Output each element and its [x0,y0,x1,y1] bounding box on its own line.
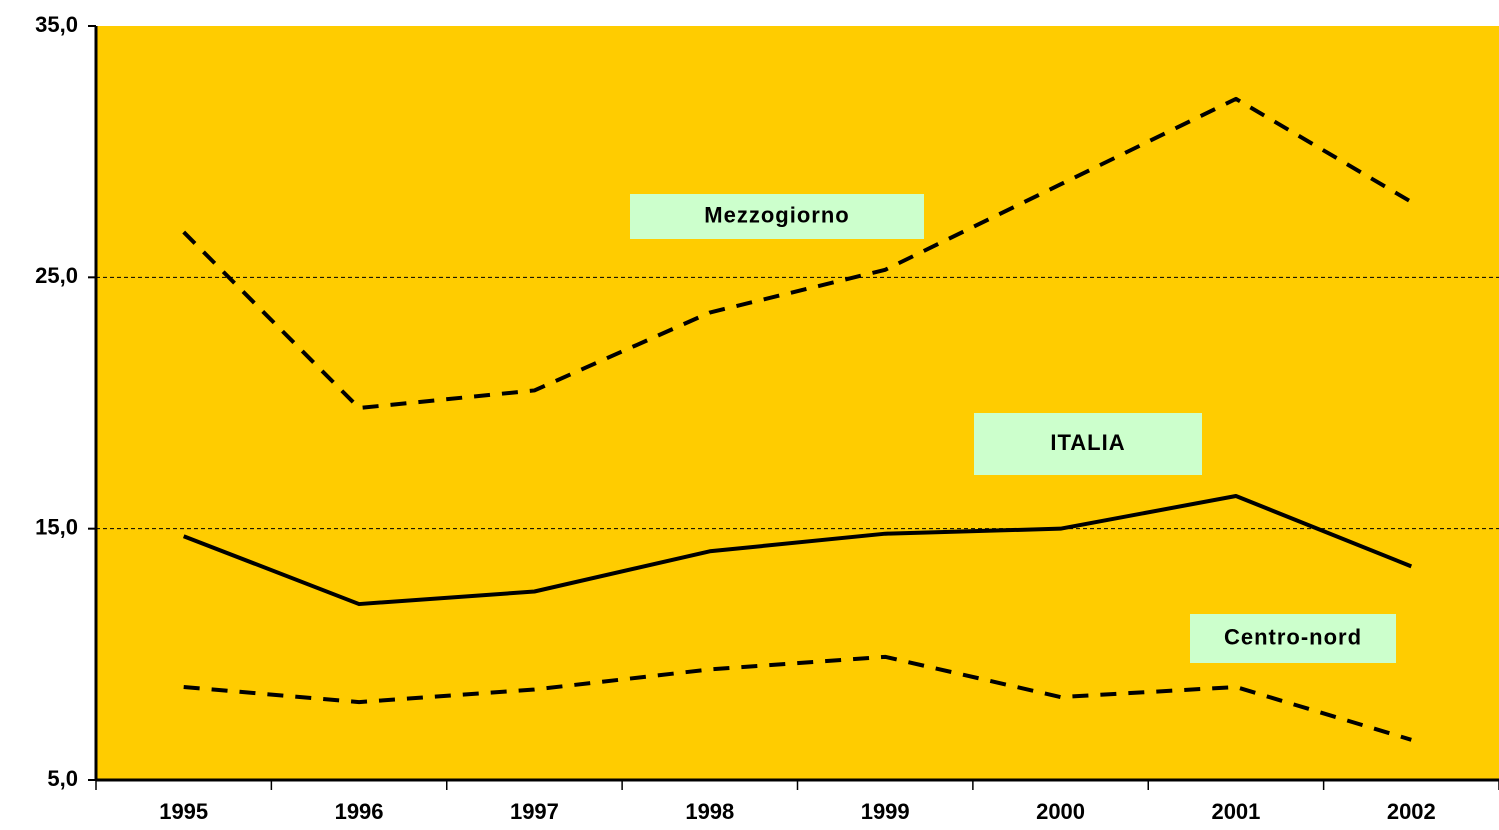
series-line [182,96,1413,411]
series-label-box [974,413,1202,475]
x-tick-label: 2002 [1387,799,1436,824]
series-label-box [630,194,924,239]
x-tick-label: 1999 [861,799,910,824]
series-line [182,493,1413,607]
series-label: ITALIA [1050,430,1125,455]
series-label-box [1190,614,1396,663]
x-tick-label: 2001 [1211,799,1260,824]
y-tick-label: 5,0 [47,766,78,791]
x-tick-label: 1996 [335,799,384,824]
x-tick-label: 1997 [510,799,559,824]
y-tick-label: 35,0 [35,12,78,37]
series-line [183,654,1412,742]
x-tick-label: 1995 [159,799,208,824]
y-tick-label: 25,0 [35,263,78,288]
plot-area [96,26,1499,780]
series-label: Centro-nord [1224,624,1362,649]
series-label: Mezzogiorno [704,202,849,227]
y-tick-label: 15,0 [35,514,78,539]
x-tick-label: 1998 [685,799,734,824]
x-tick-label: 2000 [1036,799,1085,824]
